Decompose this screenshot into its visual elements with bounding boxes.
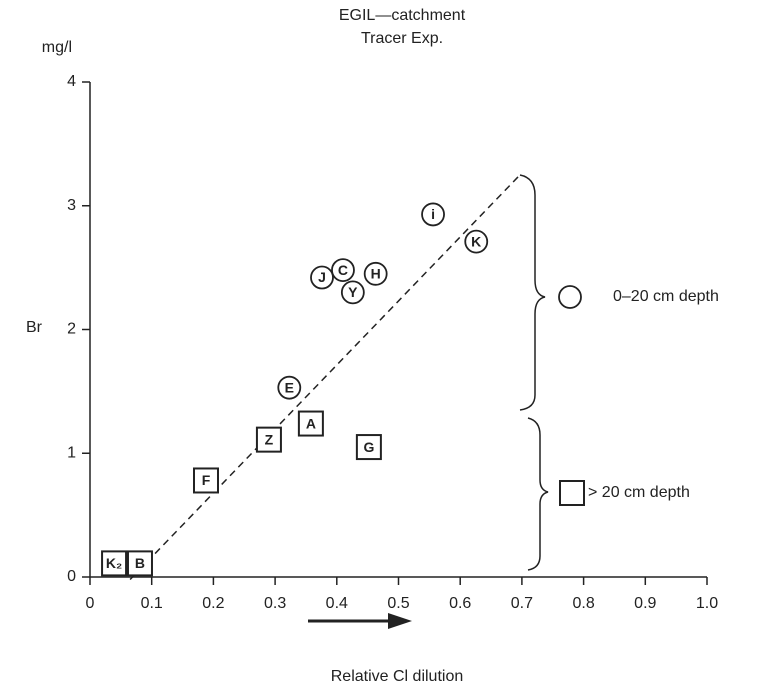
- point-marker: [340, 280, 365, 305]
- y-tick-label: 0: [67, 568, 76, 585]
- point-label: H: [371, 266, 381, 282]
- point-marker: [101, 550, 128, 577]
- point-label: E: [285, 379, 294, 395]
- point-label: Y: [348, 284, 358, 300]
- direction-arrow: [308, 613, 412, 629]
- legend-label: > 20 cm depth: [588, 484, 690, 501]
- point-marker: [297, 410, 324, 437]
- point-marker: [126, 550, 153, 577]
- point-label: G: [363, 439, 374, 455]
- brace-upper: [519, 174, 546, 411]
- x-tick-label: 0.6: [449, 595, 471, 612]
- trend-line: [129, 174, 521, 580]
- legend: 0–20 cm depth > 20 cm depth: [558, 285, 719, 506]
- x-axis-label: Relative Cl dilution: [331, 668, 464, 685]
- point-label: F: [202, 472, 211, 488]
- point-marker: [464, 229, 489, 254]
- point-label: C: [338, 262, 348, 278]
- point-marker: [363, 261, 388, 286]
- chart-title: EGIL—catchment: [339, 7, 466, 24]
- point-marker: [421, 202, 445, 227]
- x-tick-label: 0.7: [511, 595, 533, 612]
- y-tick-label: 2: [67, 321, 76, 338]
- brace-lower: [527, 417, 549, 571]
- legend-marker: [558, 285, 582, 309]
- y-tick-label: 1: [67, 444, 76, 461]
- point-marker: [310, 265, 334, 290]
- point-label: A: [306, 415, 316, 431]
- legend-label: 0–20 cm depth: [613, 288, 719, 305]
- point-label: i: [431, 206, 435, 222]
- x-tick-label: 0.1: [141, 595, 163, 612]
- point-marker: [277, 375, 302, 400]
- x-tick-label: 1.0: [696, 595, 718, 612]
- y-axis-label: Br: [26, 319, 43, 336]
- point-marker: [331, 258, 355, 283]
- x-tick-label: 0: [86, 595, 95, 612]
- point-label: B: [135, 555, 145, 571]
- y-tick-label: 3: [67, 197, 76, 214]
- x-tick-label: 0.5: [387, 595, 409, 612]
- x-tick-label: 0.3: [264, 595, 286, 612]
- y-tick-label: 4: [67, 73, 76, 90]
- x-tick-label: 0.8: [572, 595, 594, 612]
- y-unit: mg/l: [42, 39, 72, 56]
- point-label: K₂: [106, 555, 122, 571]
- legend-marker: [559, 480, 585, 506]
- point-marker: [255, 426, 282, 453]
- x-tick-label: 0.9: [634, 595, 656, 612]
- point-marker: [192, 467, 219, 494]
- x-tick-label: 0.4: [326, 595, 348, 612]
- point-label: J: [318, 269, 326, 285]
- point-marker: [355, 434, 382, 461]
- x-tick-label: 0.2: [202, 595, 224, 612]
- chart-subtitle: Tracer Exp.: [361, 30, 443, 47]
- point-label: Z: [265, 431, 274, 447]
- point-label: K: [471, 233, 481, 249]
